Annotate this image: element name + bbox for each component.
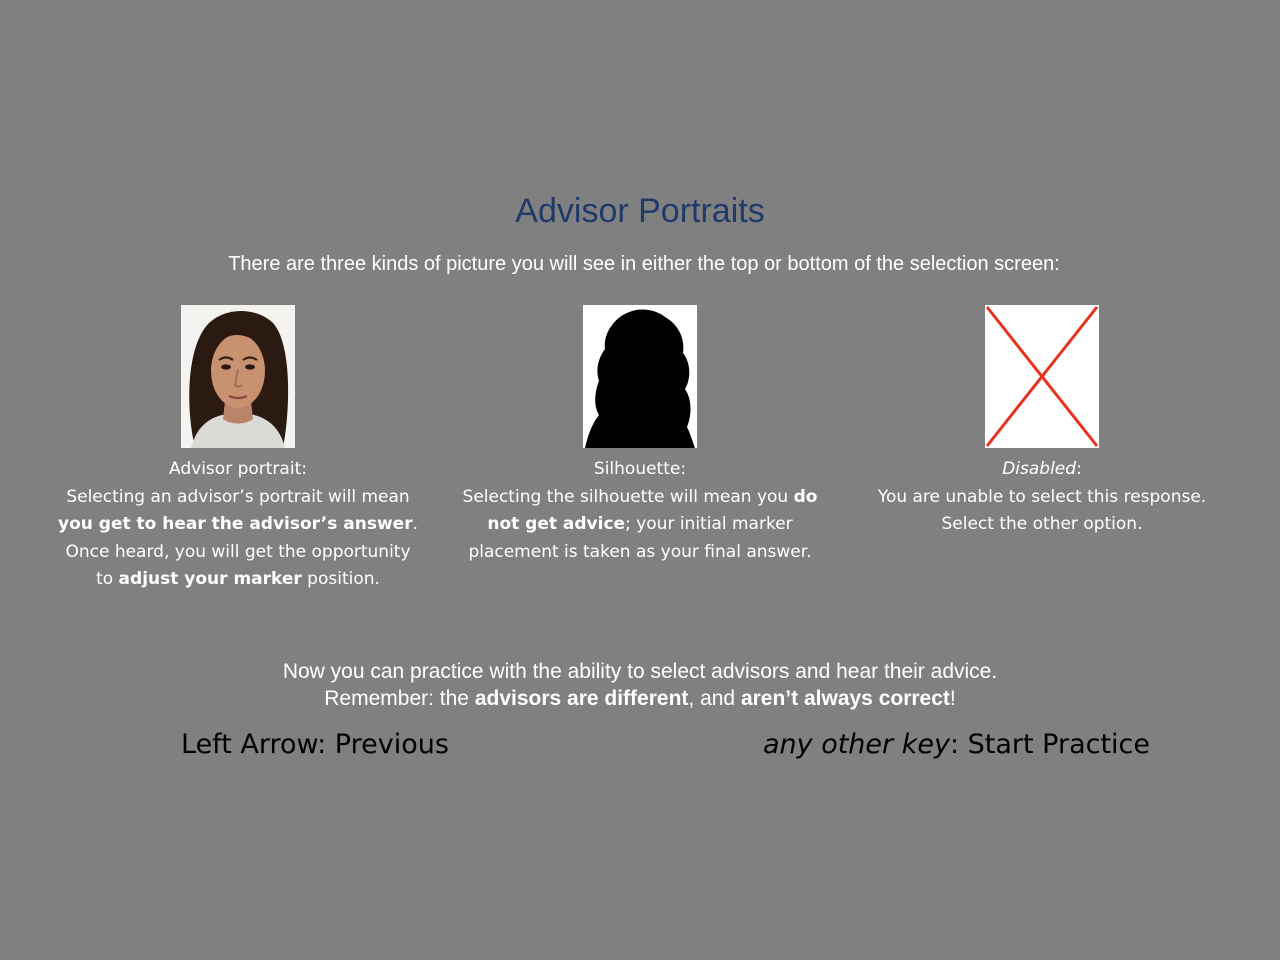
footer-line-2-mid: , and: [688, 687, 741, 710]
intro-text: There are three kinds of picture you wil…: [228, 253, 1060, 275]
disabled-description: Disabled: You are unable to select this …: [862, 456, 1222, 539]
silhouette-label: Silhouette:: [593, 459, 687, 479]
silhouette-image: [583, 305, 697, 448]
cross-line-2: [985, 306, 1099, 447]
nav-start-practice-label: : Start Practice: [949, 729, 1150, 760]
nav-start-practice-hint: any other key: Start Practice: [763, 726, 1150, 764]
disabled-image: [985, 305, 1099, 448]
practice-instructions: Now you can practice with the ability to…: [0, 658, 1280, 712]
nav-previous-hint: Left Arrow: Previous: [181, 729, 449, 760]
advisor-portrait-text-4: position.: [301, 569, 380, 589]
advisor-portrait-text-3: Once heard, you will get the opportunity…: [65, 541, 411, 590]
silhouette-bold-1: do not get advice: [487, 486, 818, 535]
footer-line-1: Now you can practice with the ability to…: [282, 660, 998, 683]
footer-line-2-suffix: !: [949, 687, 956, 710]
advisor-portrait-bold-2: adjust your marker: [118, 569, 302, 589]
advisor-portrait-text-1: Selecting an advisor’s portrait will mea…: [66, 486, 410, 507]
disabled-text-1: You are unable to select this response. …: [877, 486, 1207, 535]
disabled-label-suffix: :: [1076, 459, 1082, 479]
advisor-portrait-card: Advisor portrait: Selecting an advisor’s…: [58, 305, 418, 594]
silhouette-description: Silhouette: Selecting the silhouette wil…: [460, 456, 820, 566]
advisor-portrait-description: Advisor portrait: Selecting an advisor’s…: [58, 456, 418, 594]
footer-bold-not-always-correct: aren’t always correct: [740, 687, 950, 710]
footer-line-2: Remember: the advisors are different, an…: [0, 685, 1280, 712]
advisor-portrait-image: [181, 305, 295, 448]
advisor-portrait-bold-1: you get to hear the advisor’s answer: [58, 514, 413, 534]
silhouette-card: Silhouette: Selecting the silhouette wil…: [460, 305, 820, 566]
silhouette-text-2: ; your initial marker placement is taken…: [468, 514, 812, 562]
advisor-portrait-text-2: .: [412, 514, 418, 534]
page-title: Advisor Portraits: [515, 192, 765, 230]
advisor-portrait-label: Advisor portrait:: [169, 459, 307, 479]
footer-bold-advisors-different: advisors are different: [474, 687, 689, 710]
footer-line-2-prefix: Remember: the: [324, 687, 475, 710]
disabled-label: Disabled: [1002, 459, 1077, 479]
nav-any-key: any other key: [762, 729, 950, 760]
silhouette-text-1: Selecting the silhouette will mean you: [462, 486, 794, 507]
disabled-card: Disabled: You are unable to select this …: [862, 305, 1222, 539]
